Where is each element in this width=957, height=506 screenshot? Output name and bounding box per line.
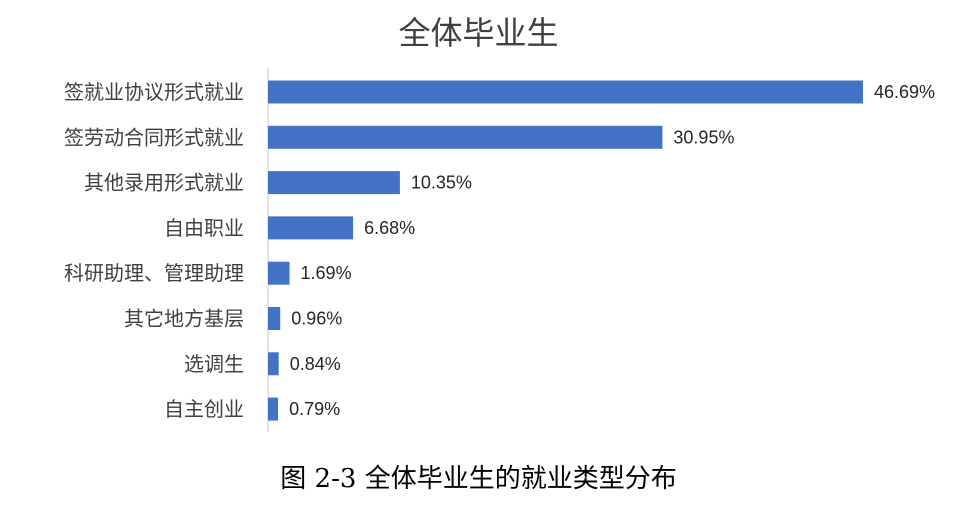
data-label: 10.35% [411,173,472,193]
bar [268,397,279,421]
category-label: 其他录用形式就业 [84,171,244,195]
category-label: 签劳动合同形式就业 [64,125,244,149]
data-label: 6.68% [364,218,415,238]
data-label: 1.69% [301,263,352,283]
data-label: 0.79% [289,399,340,419]
data-label: 30.95% [673,127,734,147]
chart-title: 全体毕业生 [398,14,559,52]
figure-caption: 图 2-3 全体毕业生的就业类型分布 [280,464,677,494]
category-label: 其它地方基层 [124,307,244,331]
category-label: 自主创业 [164,397,244,421]
bar [268,80,863,104]
category-label: 签就业协议形式就业 [64,80,244,104]
data-label: 0.96% [291,309,342,329]
bar [268,352,279,376]
data-label: 46.69% [874,82,935,102]
category-label: 选调生 [184,352,244,376]
category-label: 科研助理、管理助理 [64,261,244,285]
data-label: 0.84% [290,354,341,374]
category-label: 自由职业 [164,216,244,240]
bar [268,171,400,195]
bar [268,307,281,330]
bar [268,261,290,285]
bar [268,216,354,240]
bar [268,125,663,149]
